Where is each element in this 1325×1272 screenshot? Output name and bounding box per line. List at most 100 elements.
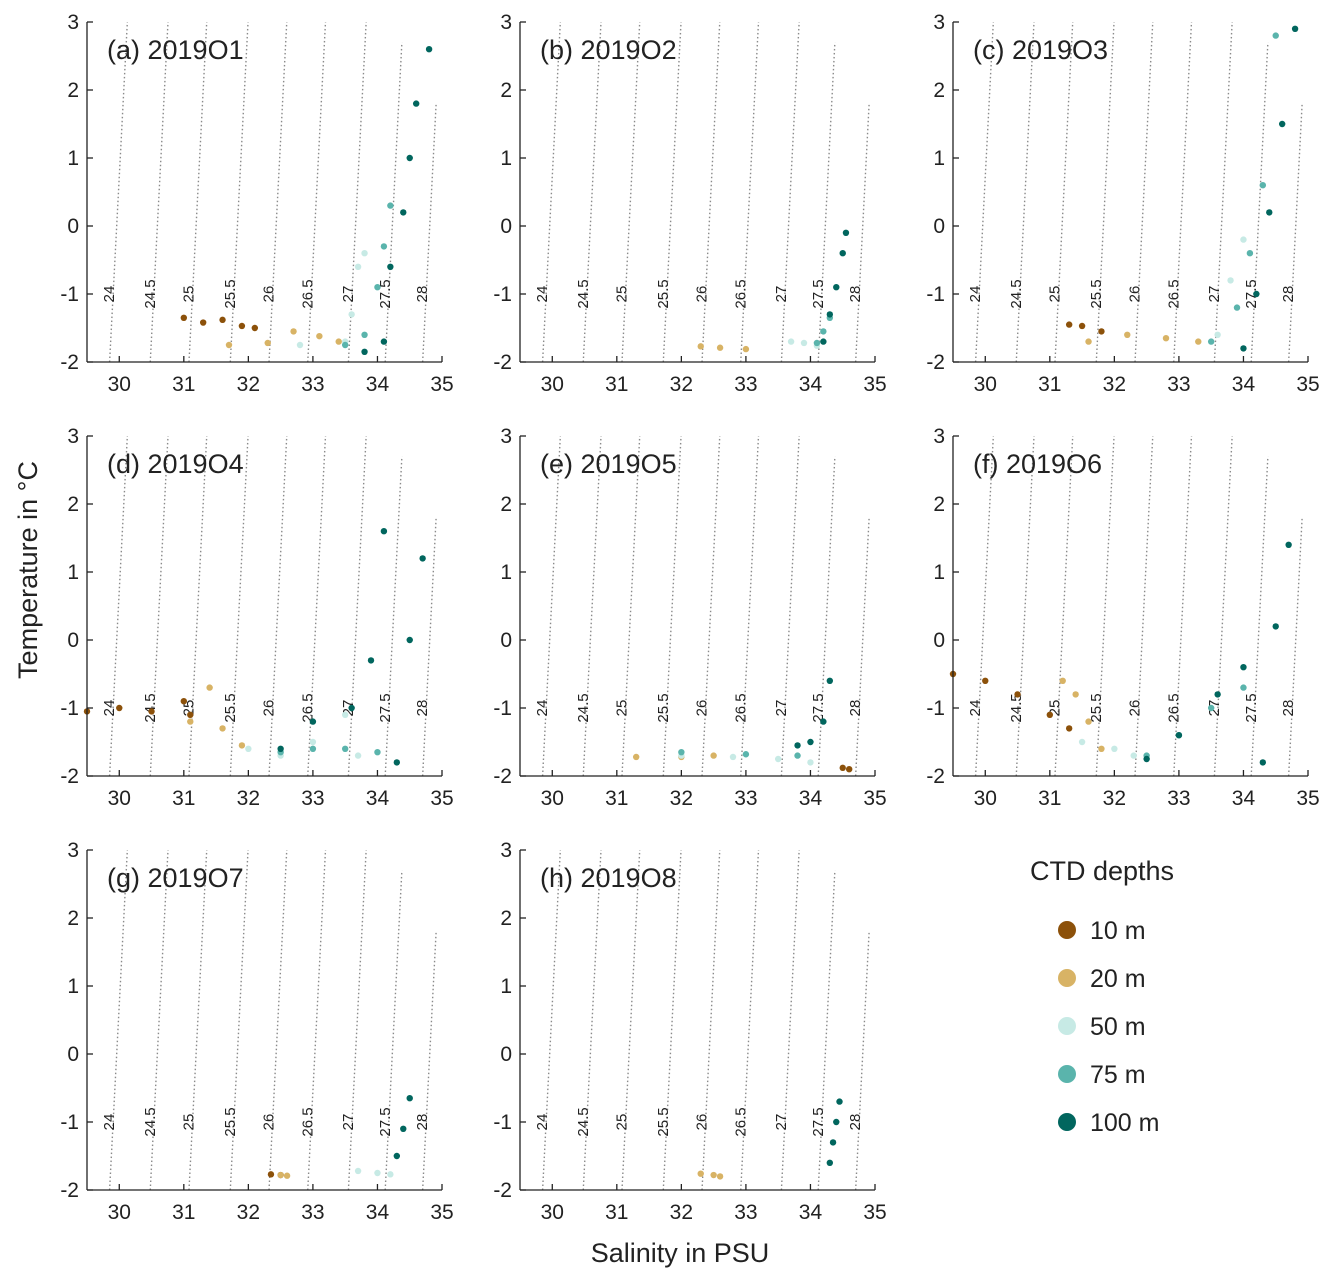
x-tick-label: 32 — [670, 373, 693, 396]
data-point — [425, 46, 433, 53]
isopycnal-label: 27.5 — [377, 693, 394, 722]
isopycnal-label: 27.5 — [810, 1107, 827, 1136]
data-point — [187, 711, 194, 718]
x-tick-label: 35 — [1296, 373, 1319, 396]
y-tick-label: 1 — [67, 561, 79, 584]
isopycnal-label: 24.5 — [142, 279, 159, 308]
data-point — [1240, 664, 1247, 671]
series-1 — [180, 314, 259, 332]
isopycnal-line — [974, 435, 995, 777]
x-tick-label: 30 — [108, 1201, 131, 1224]
isopycnal-label: 28 — [847, 286, 864, 303]
data-point — [1085, 718, 1092, 725]
data-point — [820, 328, 827, 335]
x-tick-label: 30 — [974, 373, 997, 396]
series-1 — [949, 670, 1073, 732]
isopycnal-label: 27 — [773, 700, 790, 717]
x-tick-label: 34 — [366, 1201, 390, 1224]
data-point — [219, 725, 226, 732]
isopycnal-label: 26 — [261, 1114, 278, 1131]
series-2 — [225, 328, 342, 349]
data-point — [1272, 623, 1279, 630]
y-tick-label: 2 — [933, 79, 945, 102]
x-tick-label: 33 — [1167, 373, 1190, 396]
data-point — [716, 1173, 724, 1180]
isopycnal-line — [347, 21, 367, 363]
y-axis-title: Temperature in °C — [13, 461, 43, 679]
panel-1: 24 24.5 25 25.5 26 26.5 27 27.5 28 -2 -1 0 1 2 3 30 31 32… — [60, 11, 453, 396]
data-point — [842, 229, 850, 236]
isopycnal-label: 24.5 — [575, 279, 592, 308]
data-point — [309, 718, 317, 725]
data-point — [729, 753, 737, 761]
data-point — [187, 718, 194, 725]
isopycnal-line — [974, 21, 995, 363]
data-point — [829, 1139, 837, 1146]
isopycnal-label: 27 — [773, 1114, 790, 1131]
legend-label: 20 m — [1090, 965, 1146, 993]
data-point — [387, 263, 394, 270]
data-point — [277, 745, 284, 752]
data-point — [982, 677, 989, 684]
data-point — [1175, 732, 1183, 739]
y-tick-label: 0 — [500, 1043, 512, 1066]
isopycnal-label: 26 — [1127, 700, 1144, 717]
isopycnal-line — [817, 870, 836, 1191]
data-point — [1253, 290, 1260, 298]
isopycnal-label: 28 — [414, 700, 431, 717]
series-3 — [1078, 738, 1137, 759]
isopycnal-label: 28 — [1280, 700, 1297, 717]
isopycnal-line — [384, 42, 403, 363]
data-point — [1130, 752, 1137, 759]
y-tick-label: 3 — [67, 425, 79, 448]
isopycnal-label: 26.5 — [299, 279, 316, 308]
data-point — [1162, 335, 1170, 342]
isopycnal-line — [307, 435, 327, 777]
x-tick-label: 33 — [301, 1201, 324, 1224]
data-point — [251, 324, 259, 332]
data-point — [1240, 236, 1247, 243]
x-axis-title: Salinity in PSU — [591, 1238, 770, 1268]
data-point — [374, 749, 381, 756]
data-point — [1046, 711, 1054, 718]
x-tick-label: 30 — [541, 373, 564, 396]
isopycnal-line — [621, 849, 641, 1191]
isopycnal-label: 24.5 — [142, 1107, 159, 1136]
data-point — [1246, 250, 1254, 257]
x-tick-label: 33 — [301, 787, 324, 810]
x-tick-label: 33 — [1167, 787, 1190, 810]
isopycnal-line — [854, 517, 870, 777]
isopycnal-label: 26.5 — [299, 693, 316, 722]
y-tick-label: -2 — [926, 765, 945, 788]
isopycnal-label: 27.5 — [810, 693, 827, 722]
y-tick-label: -2 — [926, 351, 945, 374]
data-point — [826, 1159, 834, 1167]
isopycnal-label: 27.5 — [1243, 693, 1260, 722]
x-tick-label: 35 — [863, 373, 886, 396]
data-point — [1078, 322, 1086, 330]
data-point — [148, 708, 155, 715]
data-point — [348, 311, 355, 318]
series-5 — [1143, 541, 1292, 766]
data-point — [245, 745, 252, 752]
y-tick-label: -1 — [926, 697, 945, 720]
series-1 — [697, 1170, 724, 1180]
x-tick-label: 33 — [734, 373, 757, 396]
isopycnal-line — [854, 103, 870, 363]
isopycnal-label: 25.5 — [655, 693, 672, 722]
data-point — [1214, 691, 1221, 698]
data-point — [1014, 691, 1021, 698]
data-point — [839, 250, 846, 257]
isopycnal-line — [268, 21, 288, 363]
isopycnal-label: 27.5 — [810, 279, 827, 308]
isopycnal-line — [1054, 21, 1074, 363]
isopycnal-line — [108, 435, 129, 777]
panel-title: (h) 2019O8 — [540, 863, 677, 893]
x-tick-label: 30 — [974, 787, 997, 810]
data-point — [380, 338, 388, 345]
panel-4: 2424.52525.52626.52727.528-2-10123303132… — [60, 425, 453, 810]
x-tick-label: 31 — [172, 787, 195, 810]
isopycnal-line — [541, 435, 562, 777]
x-tick-label: 32 — [670, 787, 693, 810]
series-5 — [839, 764, 853, 773]
